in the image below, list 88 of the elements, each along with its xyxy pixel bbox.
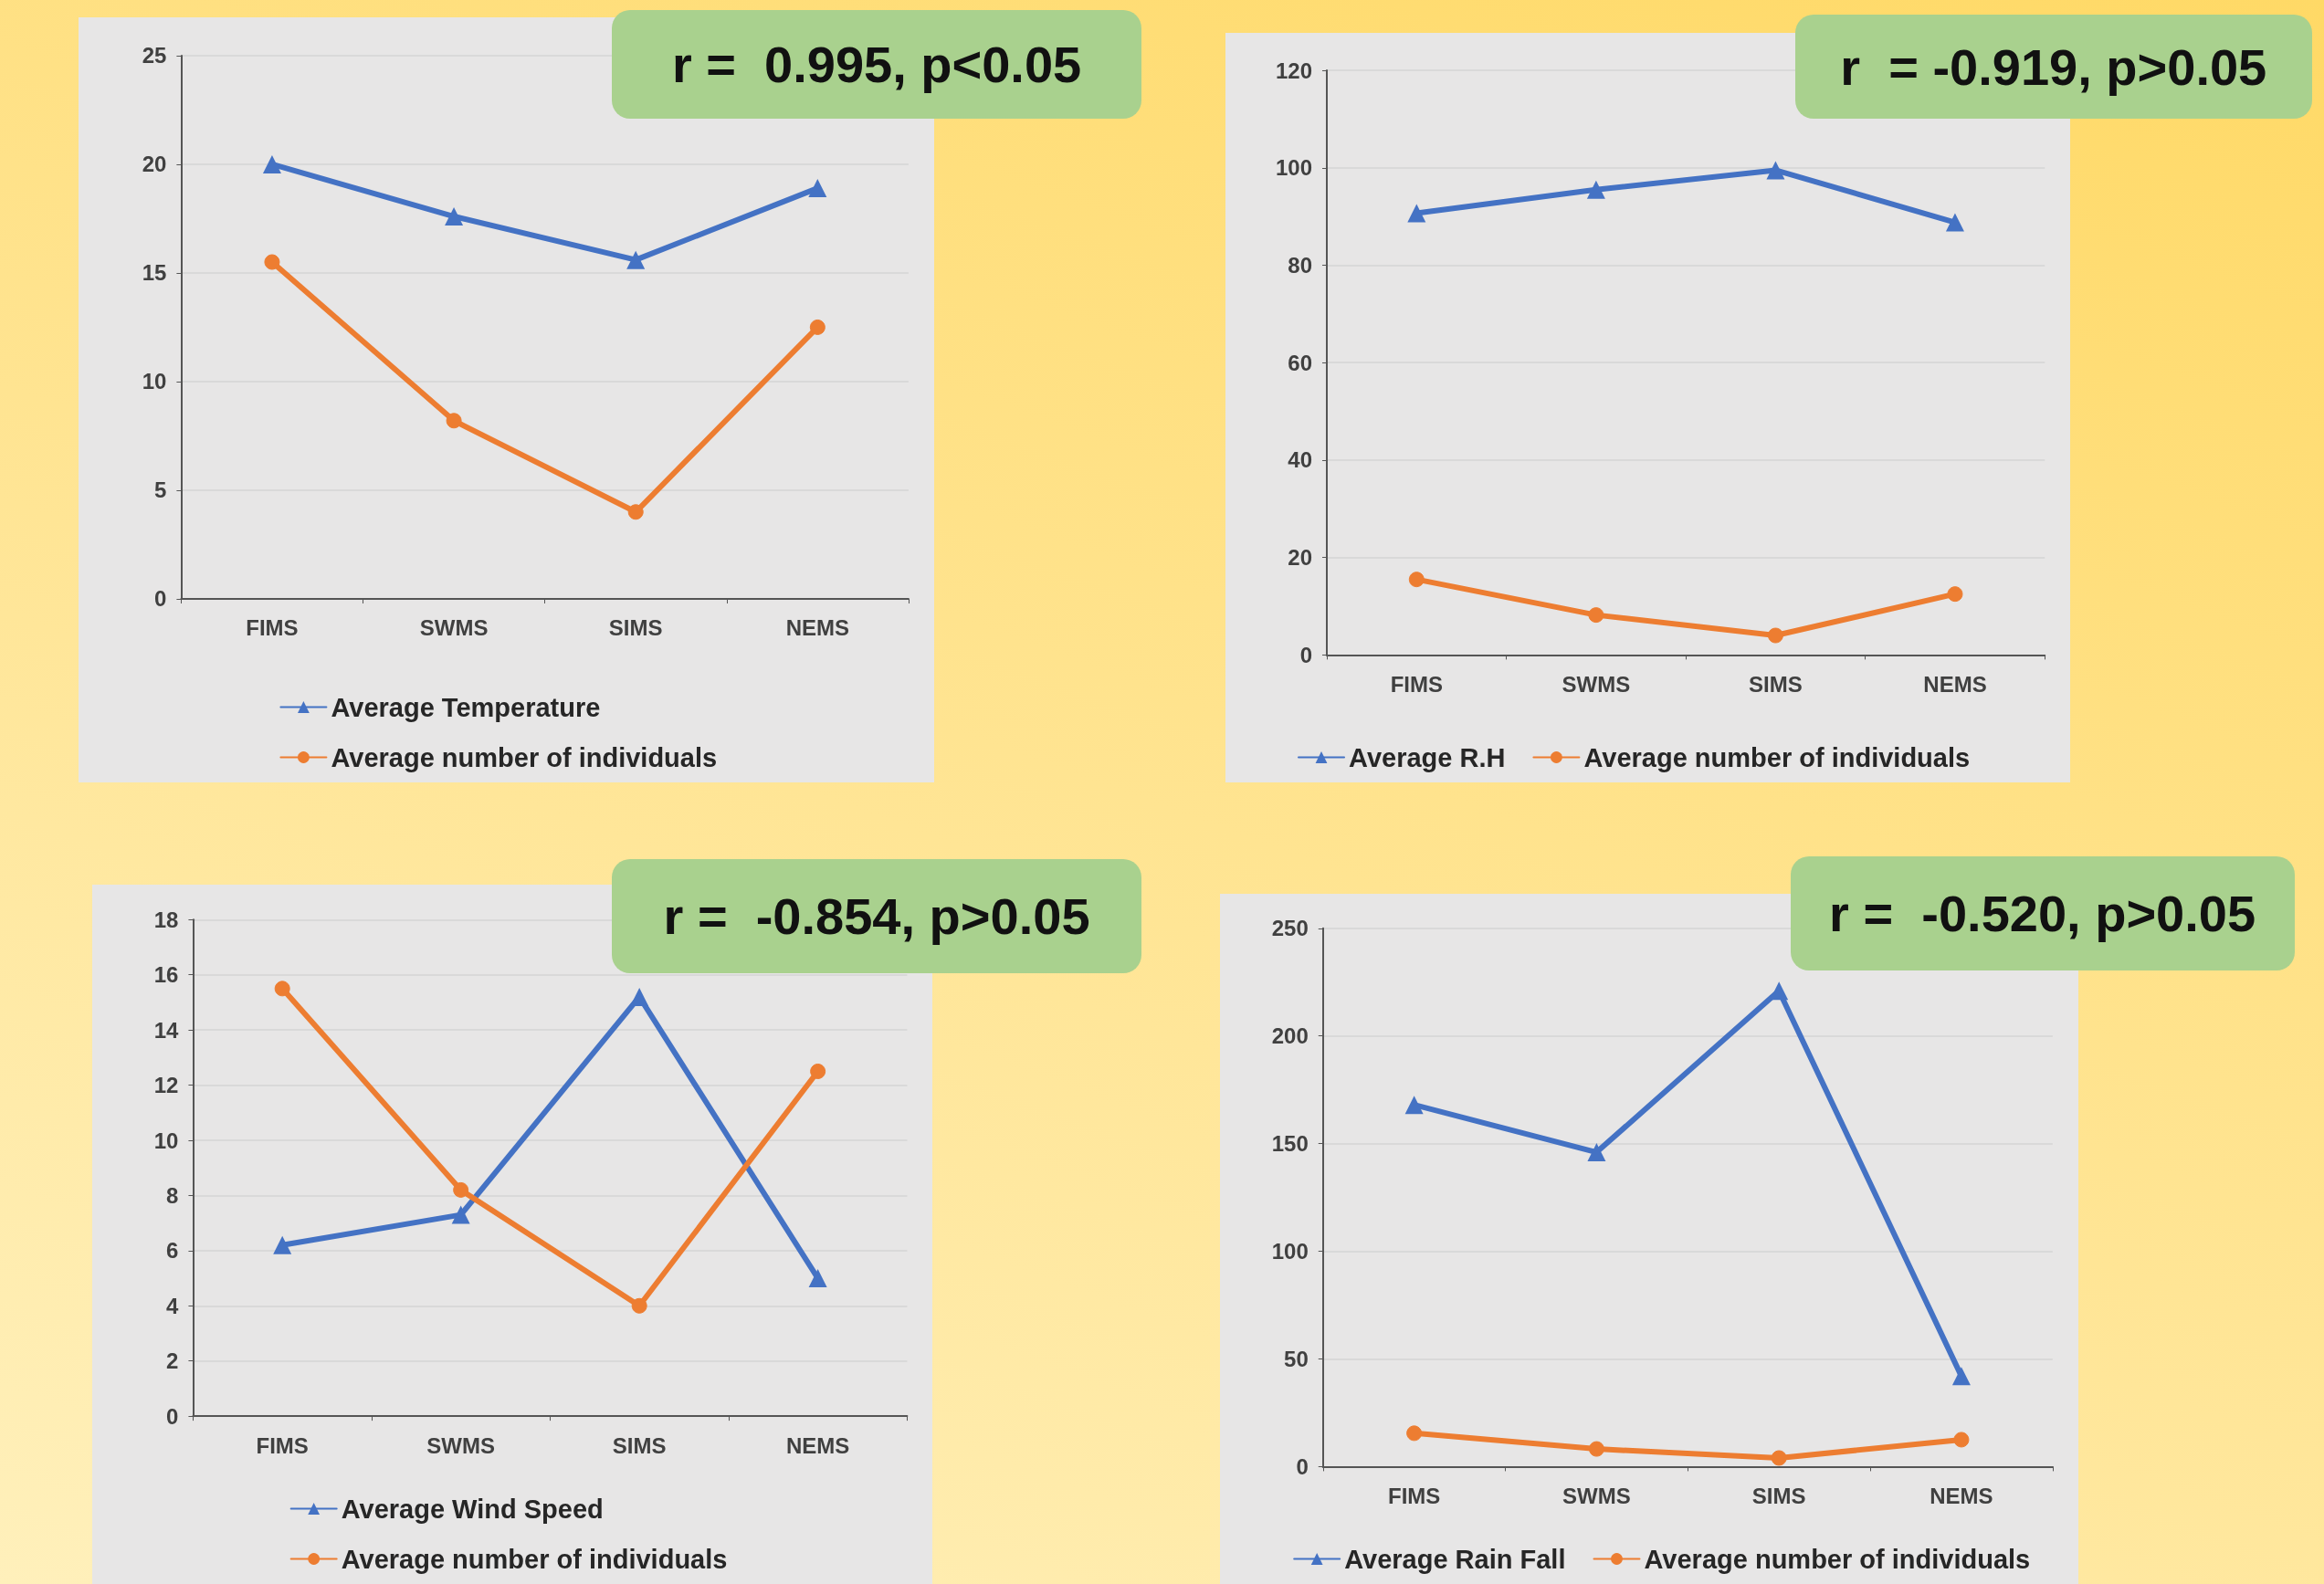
annotation: r = 0.995, p<0.05 xyxy=(612,10,1141,119)
y-tick-label: 0 xyxy=(1299,642,1313,667)
y-tick-label: 10 xyxy=(153,1128,179,1153)
y-tick-label: 16 xyxy=(153,962,179,988)
point xyxy=(808,179,827,198)
x-tick-label: SWMS xyxy=(419,615,489,641)
y-tick-label: 80 xyxy=(1288,252,1313,278)
point xyxy=(1587,180,1606,199)
x-tick-label: FIMS xyxy=(256,1432,309,1458)
y-tick-label: 20 xyxy=(142,152,167,177)
point xyxy=(631,1297,647,1314)
annotation: r = -0.520, p>0.05 xyxy=(1790,856,2295,971)
x-tick-label: SIMS xyxy=(1751,1483,1806,1508)
x-tick-label: SIMS xyxy=(612,1432,667,1458)
y-tick-label: 10 xyxy=(142,369,167,394)
point xyxy=(1947,585,1963,602)
annotation: r = -0.919, p>0.05 xyxy=(1794,15,2312,119)
y-tick-label: 4 xyxy=(165,1293,179,1318)
y-tick-label: 150 xyxy=(1271,1130,1309,1156)
y-tick-label: 100 xyxy=(1271,1238,1309,1264)
y-tick-label: 5 xyxy=(154,477,167,503)
point xyxy=(809,320,825,336)
legend-label: Average number of individuals xyxy=(1644,1544,2031,1574)
x-tick-label: NEMS xyxy=(785,615,850,641)
point xyxy=(1587,1142,1606,1161)
y-tick-label: 6 xyxy=(165,1238,179,1264)
x-tick-label: FIMS xyxy=(1387,1483,1441,1508)
point xyxy=(446,413,462,429)
point xyxy=(1404,1095,1424,1114)
point xyxy=(1588,606,1604,623)
y-tick-label: 0 xyxy=(154,586,167,612)
y-tick-label: 14 xyxy=(153,1017,179,1043)
point xyxy=(629,987,648,1006)
y-tick-label: 200 xyxy=(1271,1023,1309,1048)
y-tick-label: 12 xyxy=(153,1073,179,1098)
point xyxy=(1588,1441,1604,1457)
x-tick-label: SWMS xyxy=(1562,1483,1631,1508)
point xyxy=(627,504,644,520)
legend-label: Average Temperature xyxy=(331,692,601,722)
x-tick-label: NEMS xyxy=(1930,1483,1993,1508)
point xyxy=(272,1235,291,1254)
point xyxy=(264,254,280,270)
point xyxy=(1405,1425,1422,1442)
point xyxy=(1771,1450,1787,1466)
point xyxy=(1407,204,1426,223)
x-tick-label: FIMS xyxy=(246,615,299,641)
legend-label: Average Rain Fall xyxy=(1343,1544,1566,1574)
x-tick-label: SWMS xyxy=(426,1432,495,1458)
point xyxy=(626,251,646,270)
point xyxy=(1946,213,1965,232)
x-tick-label: FIMS xyxy=(1390,671,1444,697)
x-tick-label: SIMS xyxy=(1749,671,1803,697)
y-tick-label: 18 xyxy=(153,907,179,932)
point xyxy=(451,1205,470,1224)
legend-label: Average Wind Speed xyxy=(341,1494,604,1524)
y-tick-label: 8 xyxy=(165,1182,179,1208)
y-tick-label: 25 xyxy=(142,43,167,68)
y-tick-label: 2 xyxy=(165,1348,179,1374)
y-tick-label: 20 xyxy=(1288,544,1313,570)
x-tick-label: SIMS xyxy=(608,615,663,641)
point xyxy=(809,1063,825,1079)
point xyxy=(1768,627,1784,644)
y-tick-label: 120 xyxy=(1276,58,1313,83)
point xyxy=(808,1269,827,1288)
y-tick-label: 0 xyxy=(165,1403,179,1429)
point xyxy=(262,155,281,174)
y-tick-label: 15 xyxy=(142,260,167,286)
x-tick-label: SWMS xyxy=(1562,671,1631,697)
y-tick-label: 60 xyxy=(1288,350,1313,375)
y-tick-label: 100 xyxy=(1276,154,1313,180)
y-tick-label: 40 xyxy=(1288,447,1313,473)
legend-label: Average number of individuals xyxy=(1583,742,1971,772)
x-tick-label: NEMS xyxy=(1923,671,1987,697)
point xyxy=(452,1181,468,1198)
y-tick-label: 250 xyxy=(1271,916,1309,941)
x-tick-label: NEMS xyxy=(785,1432,849,1458)
point xyxy=(1409,571,1425,587)
legend-label: Average number of individuals xyxy=(341,1544,728,1574)
annotation: r = -0.854, p>0.05 xyxy=(612,859,1141,974)
point xyxy=(445,207,464,226)
y-tick-label: 0 xyxy=(1296,1453,1309,1479)
point xyxy=(274,981,290,997)
point xyxy=(1951,1367,1971,1386)
legend-label: Average R.H xyxy=(1349,742,1506,772)
legend-label: Average number of individuals xyxy=(331,742,718,772)
point xyxy=(1953,1432,1970,1448)
y-tick-label: 50 xyxy=(1283,1346,1309,1371)
point xyxy=(1766,161,1785,180)
